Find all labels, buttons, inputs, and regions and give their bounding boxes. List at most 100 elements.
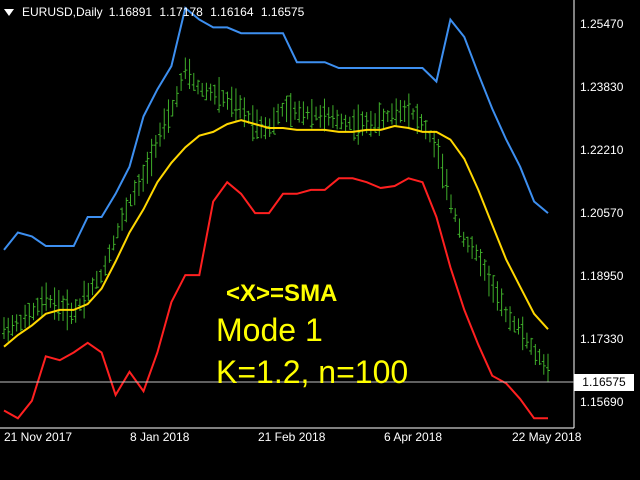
- price-bar: [461, 231, 466, 247]
- high-value: 1.17178: [159, 5, 203, 19]
- annotation-line-1: <X>=SMA: [226, 280, 338, 307]
- price-bar: [419, 114, 424, 131]
- price-bar: [27, 302, 32, 328]
- price-bar: [145, 151, 150, 184]
- price-bar: [292, 101, 297, 120]
- price-bar: [233, 88, 238, 121]
- price-bar: [141, 164, 146, 192]
- price-bar: [305, 106, 310, 120]
- price-bar: [343, 114, 348, 132]
- price-bar: [162, 108, 167, 140]
- price-bar: [520, 316, 525, 351]
- upper-band-line: [3, 6, 549, 251]
- price-bar: [432, 130, 437, 158]
- price-bar: [389, 103, 394, 125]
- price-bar: [166, 99, 171, 133]
- price-bar: [546, 353, 550, 383]
- price-bar: [187, 58, 192, 90]
- price-bar: [179, 72, 184, 91]
- price-bar: [200, 82, 205, 97]
- price-bar: [115, 223, 120, 239]
- price-bar: [398, 99, 403, 123]
- price-bar: [297, 100, 302, 123]
- price-bar: [217, 77, 222, 113]
- lower-band-line: [3, 177, 548, 420]
- price-bar: [339, 113, 344, 130]
- price-bar: [474, 244, 479, 261]
- price-bar: [385, 110, 390, 122]
- price-bar: [318, 105, 323, 128]
- price-bar: [90, 277, 95, 296]
- price-bar: [242, 97, 247, 128]
- price-bar: [120, 207, 125, 231]
- price-bar: [111, 235, 116, 251]
- price-bar: [48, 295, 53, 308]
- price-bar: [326, 107, 331, 126]
- price-bar: [39, 286, 44, 317]
- price-bar: [444, 169, 449, 201]
- price-bar: [69, 302, 74, 325]
- price-bar: [56, 290, 61, 321]
- price-bar: [368, 110, 373, 137]
- price-bar: [352, 109, 357, 141]
- price-bar: [301, 101, 306, 126]
- price-bar: [6, 317, 11, 342]
- price-bar: [153, 135, 158, 158]
- price-bar: [288, 93, 293, 128]
- symbol-label: EURUSD,Daily: [22, 5, 103, 19]
- price-bar: [491, 275, 496, 303]
- price-bar: [23, 304, 28, 329]
- price-bar: [124, 197, 129, 223]
- price-bar: [225, 91, 230, 110]
- price-bar: [533, 344, 538, 365]
- price-bar: [128, 194, 133, 207]
- price-bar: [482, 259, 487, 281]
- ohlc-values: 1.16891 1.17178 1.16164 1.16575: [109, 5, 309, 19]
- price-bar: [94, 270, 99, 289]
- price-bar: [402, 100, 407, 122]
- price-bar: [276, 103, 281, 125]
- chart-title-bar: EURUSD,Daily 1.16891 1.17178 1.16164 1.1…: [4, 5, 308, 19]
- price-bar: [453, 208, 458, 222]
- price-bar: [330, 105, 335, 129]
- price-bar: [149, 138, 154, 177]
- price-bar: [284, 95, 289, 123]
- price-bar: [271, 107, 276, 135]
- price-bar: [495, 281, 500, 311]
- price-bar: [18, 314, 23, 332]
- price-bar: [82, 280, 87, 319]
- price-bar: [107, 244, 112, 263]
- price-bar: [457, 218, 462, 238]
- price-bar: [360, 111, 365, 136]
- annotation-line-3: K=1.2, n=100: [216, 354, 409, 390]
- price-bar: [322, 98, 327, 132]
- price-bar: [314, 106, 319, 121]
- price-bar: [486, 265, 491, 297]
- price-bar: [347, 116, 352, 131]
- price-bar: [537, 348, 542, 365]
- price-bar: [195, 79, 200, 95]
- current-price-label: 1.16575: [574, 374, 634, 391]
- price-bar: [158, 122, 163, 147]
- triangle-down-icon[interactable]: [4, 8, 14, 16]
- price-bar: [191, 72, 196, 91]
- price-bar: [212, 84, 217, 105]
- price-bar: [35, 297, 40, 316]
- price-bar: [470, 236, 475, 259]
- middle-band-line: [3, 119, 549, 348]
- price-bar: [208, 83, 213, 101]
- price-bar: [183, 57, 188, 80]
- price-bar: [52, 287, 57, 320]
- price-bar: [73, 299, 78, 323]
- price-bar: [423, 120, 428, 140]
- price-bar: [335, 109, 340, 130]
- price-bar: [508, 306, 513, 331]
- price-bar: [77, 298, 82, 311]
- low-value: 1.16164: [210, 5, 254, 19]
- price-bar: [449, 194, 454, 214]
- price-bar: [221, 90, 226, 107]
- price-bar: [31, 302, 36, 321]
- price-bar: [503, 306, 508, 323]
